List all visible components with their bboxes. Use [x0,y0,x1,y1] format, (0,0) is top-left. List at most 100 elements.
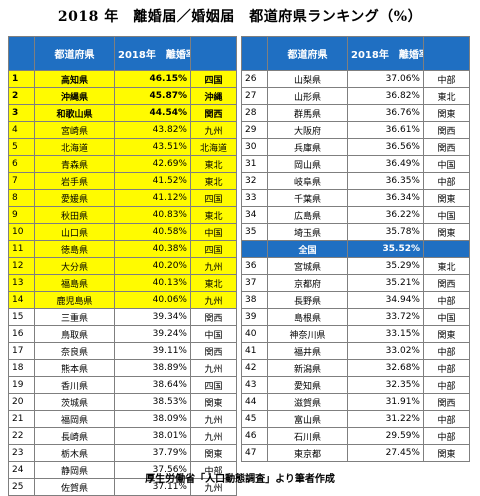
prefecture-cell: 大阪府 [267,121,348,139]
region-cell: 沖縄 [190,87,237,105]
header-rate: 2018年 離婚率 [114,36,191,71]
rank-cell: 43 [241,376,268,394]
rate-cell: 37.79% [114,444,191,462]
rank-cell: 10 [8,223,35,241]
rate-cell: 36.56% [347,138,424,156]
region-cell: 九州 [190,121,237,139]
region-cell: 四国 [190,240,237,258]
table-row: 46 石川県 29.59% 中部 [241,427,470,445]
prefecture-cell: 大分県 [34,257,115,275]
rank-cell: 35 [241,223,268,241]
region-cell: 中部 [423,291,470,309]
rate-cell: 40.58% [114,223,191,241]
rate-cell: 31.22% [347,410,424,428]
prefecture-cell: 奈良県 [34,342,115,360]
rate-cell: 36.22% [347,206,424,224]
rate-cell: 34.94% [347,291,424,309]
rate-cell: 43.82% [114,121,191,139]
region-cell: 中国 [423,206,470,224]
prefecture-cell: 島根県 [267,308,348,326]
prefecture-cell: 栃木県 [34,444,115,462]
table-row: 31 岡山県 36.49% 中国 [241,155,470,173]
prefecture-cell: 青森県 [34,155,115,173]
rate-cell: 36.35% [347,172,424,190]
table-header-row: 都道府県 2018年 離婚率 [8,36,237,71]
region-cell: 九州 [190,359,237,377]
prefecture-cell: 山梨県 [267,70,348,88]
prefecture-cell: 鳥取県 [34,325,115,343]
rank-cell: 3 [8,104,35,122]
rate-cell: 27.45% [347,444,424,462]
prefecture-cell: 山形県 [267,87,348,105]
table-row: 37 京都府 35.21% 関西 [241,274,470,292]
prefecture-cell: 和歌山県 [34,104,115,122]
table-row: 47 東京都 27.45% 関東 [241,444,470,462]
table-row: 15 三重県 39.34% 関西 [8,308,237,326]
table-row: 11 徳島県 40.38% 四国 [8,240,237,258]
rate-cell: 38.09% [114,410,191,428]
prefecture-cell: 秋田県 [34,206,115,224]
region-cell: 関東 [423,325,470,343]
rate-cell: 43.51% [114,138,191,156]
table-row: 20 茨城県 38.53% 関東 [8,393,237,411]
table-row: 13 福島県 40.13% 東北 [8,274,237,292]
source-note: 厚生労働省「人口動態調査」より筆者作成 [145,474,335,485]
table-row: 19 香川県 38.64% 四国 [8,376,237,394]
rank-cell: 6 [8,155,35,173]
prefecture-cell: 岐阜県 [267,172,348,190]
region-cell: 関東 [423,444,470,462]
table-row: 45 富山県 31.22% 中部 [241,410,470,428]
rank-cell: 27 [241,87,268,105]
region-cell: 中国 [190,223,237,241]
prefecture-cell: 東京都 [267,444,348,462]
region-cell: 中部 [423,172,470,190]
rate-cell: 36.49% [347,155,424,173]
rank-cell: 9 [8,206,35,224]
rank-cell: 1 [8,70,35,88]
rate-cell: 36.61% [347,121,424,139]
region-cell: 中国 [423,308,470,326]
table-row: 30 兵庫県 36.56% 関西 [241,138,470,156]
table-row: 41 福井県 33.02% 中部 [241,342,470,360]
rate-cell: 29.59% [347,427,424,445]
table-row: 28 群馬県 36.76% 関東 [241,104,470,122]
rate-cell: 32.68% [347,359,424,377]
rank-cell: 41 [241,342,268,360]
table-row: 5 北海道 43.51% 北海道 [8,138,237,156]
rate-cell: 42.69% [114,155,191,173]
table-row: 1 高知県 46.15% 四国 [8,70,237,88]
prefecture-cell: 三重県 [34,308,115,326]
table-row: 10 山口県 40.58% 中国 [8,223,237,241]
prefecture-cell: 岩手県 [34,172,115,190]
chart-title: 2018 年 離婚届／婚姻届 都道府県ランキング（%） [57,9,423,25]
prefecture-cell: 群馬県 [267,104,348,122]
rank-cell: 46 [241,427,268,445]
rate-cell: 35.29% [347,257,424,275]
rank-cell: 14 [8,291,35,309]
prefecture-cell: 福岡県 [34,410,115,428]
prefecture-cell: 岡山県 [267,155,348,173]
prefecture-cell: 熊本県 [34,359,115,377]
region-cell: 中部 [423,427,470,445]
table-header-row: 都道府県 2018年 離婚率 [241,36,470,71]
region-cell: 関西 [423,138,470,156]
rate-cell: 39.34% [114,308,191,326]
rate-cell: 40.06% [114,291,191,309]
prefecture-cell: 福島県 [34,274,115,292]
header-region [423,36,470,71]
table-row: 43 愛知県 32.35% 中部 [241,376,470,394]
table-row: 27 山形県 36.82% 東北 [241,87,470,105]
region-cell: 四国 [190,376,237,394]
region-cell: 東北 [190,155,237,173]
region-cell: 中部 [423,376,470,394]
prefecture-cell: 香川県 [34,376,115,394]
table-row: 35 埼玉県 35.78% 関東 [241,223,470,241]
prefecture-cell: 鹿児島県 [34,291,115,309]
prefecture-cell: 兵庫県 [267,138,348,156]
rate-cell: 36.34% [347,189,424,207]
region-cell: 中部 [423,410,470,428]
rate-cell: 38.53% [114,393,191,411]
rank-cell: 44 [241,393,268,411]
prefecture-cell: 神奈川県 [267,325,348,343]
rank-cell: 29 [241,121,268,139]
